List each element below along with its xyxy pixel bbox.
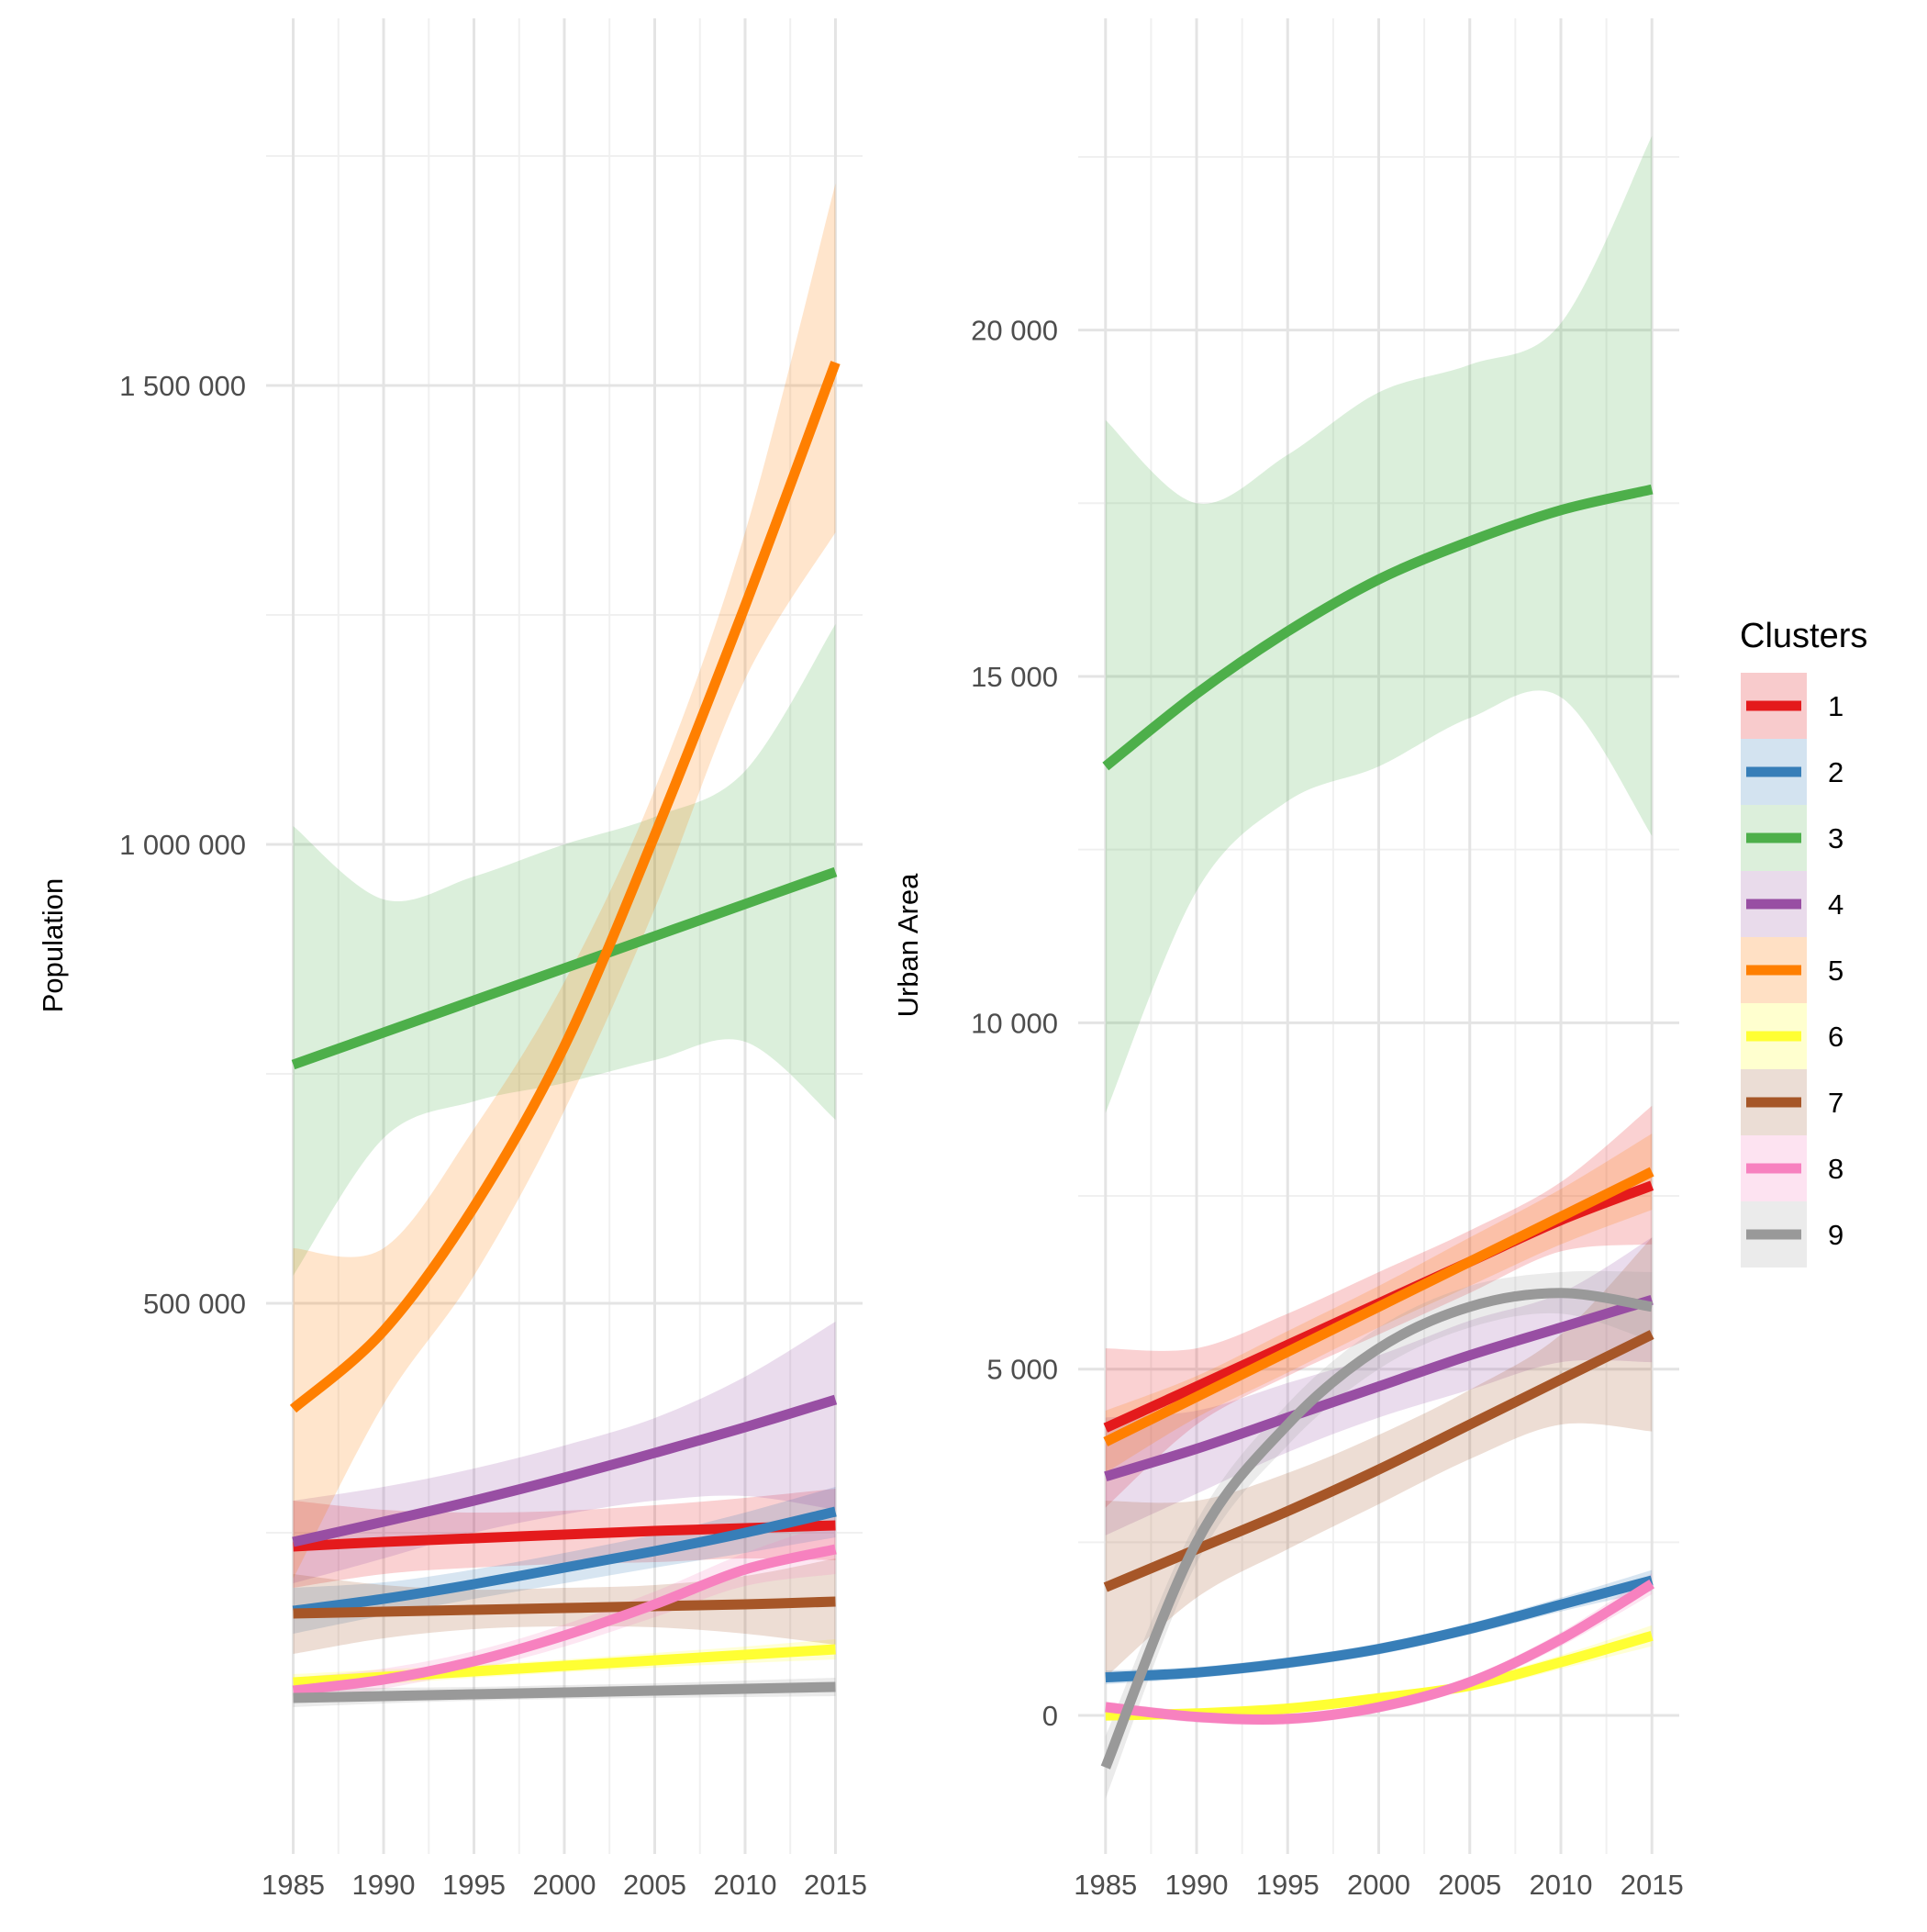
series-line-cluster-4	[292, 1394, 838, 1547]
x-tick-label: 1985	[262, 1869, 325, 1901]
x-tick-label: 1990	[1165, 1869, 1229, 1901]
legend-item-label: 3	[1828, 822, 1843, 854]
series-line-cluster-9	[1100, 1288, 1654, 1770]
x-tick-label: 2005	[623, 1869, 686, 1901]
x-tick-label: 2010	[713, 1869, 776, 1901]
x-tick-label: 2005	[1438, 1869, 1501, 1901]
y-tick-label: 15 000	[971, 661, 1058, 693]
x-tick-label: 2015	[1621, 1869, 1684, 1901]
confidence-band-cluster-3	[1105, 136, 1653, 1113]
x-tick-label: 2010	[1530, 1869, 1593, 1901]
y-tick-label: 500 000	[143, 1288, 246, 1320]
urban-area-panel: 0 5 000 10 000 15 000 20 000 1985 1990 1995 2000…	[892, 18, 1684, 1901]
confidence-band-cluster-3	[293, 624, 836, 1276]
y-tick-label: 0	[1042, 1700, 1058, 1732]
population-panel: 500 000 1 000 000 1 500 000 1985 1990 1995 200…	[37, 18, 867, 1901]
legend-item-label: 4	[1828, 888, 1843, 921]
x-tick-label: 1995	[1256, 1869, 1320, 1901]
series-line-cluster-3	[291, 866, 838, 1070]
y-tick-label: 10 000	[971, 1007, 1058, 1039]
y-tick-label: 5 000	[986, 1354, 1058, 1386]
series-line-cluster-8	[1105, 1579, 1655, 1725]
confidence-band-cluster-4	[293, 1322, 836, 1583]
series-line-cluster-2	[292, 1506, 837, 1616]
confidence-band-cluster-2	[293, 1487, 836, 1634]
series-line-cluster-3	[1102, 484, 1654, 771]
series-line-cluster-4	[1104, 1294, 1654, 1481]
x-tick-label: 2000	[1347, 1869, 1410, 1901]
legend-item-label: 5	[1828, 955, 1843, 987]
x-tick-label: 1990	[352, 1869, 416, 1901]
legend-item-label: 9	[1828, 1219, 1843, 1251]
x-tick-label: 1985	[1074, 1869, 1137, 1901]
confidence-band-cluster-5	[293, 184, 836, 1579]
y-axis-title: Urban Area	[892, 873, 924, 1018]
x-tick-label: 2015	[804, 1869, 867, 1901]
y-axis-title: Population	[37, 878, 69, 1013]
series-line-cluster-5	[289, 361, 841, 1413]
legend-title: Clusters	[1740, 617, 1867, 655]
confidence-band-cluster-7	[1105, 1237, 1653, 1678]
y-tick-label: 1 500 000	[119, 370, 246, 402]
x-tick-label: 2000	[533, 1869, 596, 1901]
y-tick-label: 20 000	[971, 315, 1058, 347]
legend-item-label: 1	[1828, 690, 1843, 722]
x-tick-label: 1995	[442, 1869, 506, 1901]
legend-item-label: 6	[1828, 1021, 1843, 1053]
y-tick-label: 1 000 000	[119, 829, 246, 861]
series-line-cluster-7	[293, 1596, 836, 1619]
series-line-cluster-2	[1105, 1575, 1654, 1682]
series-line-cluster-5	[1103, 1167, 1654, 1446]
series-line-cluster-9	[293, 1681, 836, 1703]
legend-item-label: 2	[1828, 756, 1843, 788]
legend-item-label: 7	[1828, 1087, 1843, 1119]
legend-item-label: 8	[1828, 1153, 1843, 1185]
series-line-cluster-8	[292, 1544, 837, 1696]
legend: Clusters 1 2 3 4 5 6 7 8 9	[1740, 617, 1867, 1268]
